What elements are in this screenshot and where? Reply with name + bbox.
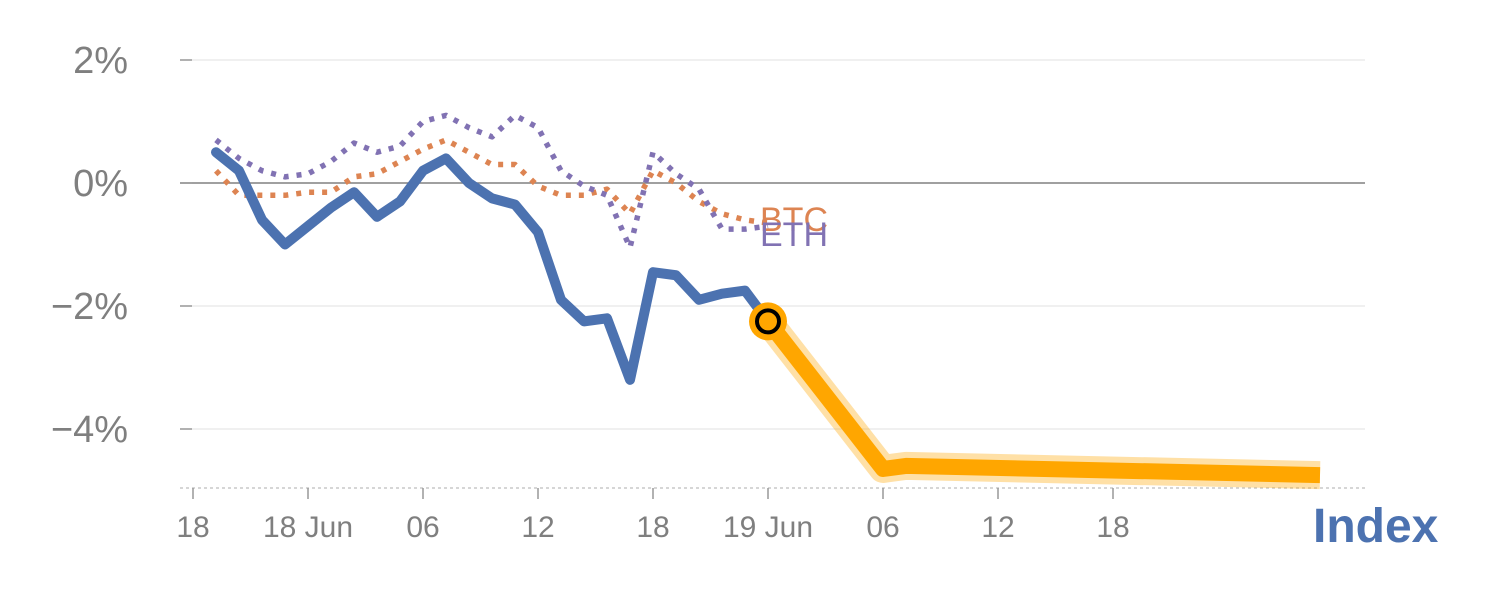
x-tick-label: 12 [981,511,1014,544]
y-tick-label: 0% [73,163,128,205]
series-label-index: Index [1313,500,1439,553]
x-tick-label: 06 [406,511,439,544]
x-tick-label: 18 [1096,511,1129,544]
x-tick-label: 18 [636,511,669,544]
x-axis: 18 18 Jun 06 12 18 19 Jun 06 12 18 [176,487,1365,544]
series-layer [211,112,1321,490]
x-tick-label: 18 [176,511,209,544]
series-label-btc: BTC [760,201,828,239]
x-tick-label: 18 Jun [263,511,353,544]
highlight-point[interactable] [755,308,781,335]
projection-line [761,316,1321,484]
y-axis: 2% 0% −2% −4% [51,40,192,451]
x-tick-label: 12 [521,511,554,544]
projection-band [756,312,1321,490]
series-eth-line [214,112,769,251]
x-tick-label: 19 Jun [723,511,813,544]
y-tick-label: −4% [51,409,128,451]
series-label-eth: ETH [760,216,828,254]
series-btc-line [213,137,769,226]
series-index-line [211,147,773,385]
y-tick-label: −2% [51,286,128,328]
x-tick-label: 06 [866,511,899,544]
y-tick-label: 2% [73,40,128,82]
